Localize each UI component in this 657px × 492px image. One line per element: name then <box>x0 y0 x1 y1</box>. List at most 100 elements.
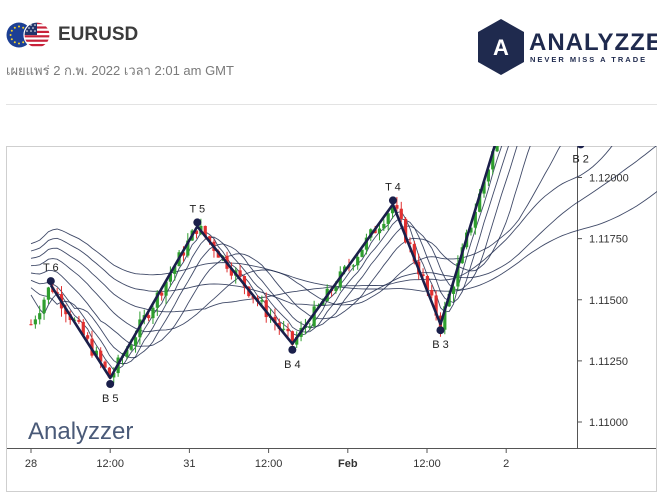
symbol-title: EURUSD <box>58 24 139 45</box>
candle-body <box>377 228 382 234</box>
wave-point-label: B 5 <box>102 393 119 405</box>
candle-body <box>478 193 482 212</box>
candle-body <box>360 249 364 257</box>
candle-body <box>33 319 37 325</box>
wave-point-marker <box>576 146 585 149</box>
wave-point-marker <box>193 218 202 227</box>
logo-name: ANALYZZER <box>529 29 657 56</box>
candle-body <box>112 373 116 378</box>
candle-body <box>125 349 129 357</box>
eur-usd-flags-icon <box>6 21 51 49</box>
candle-body <box>425 276 429 291</box>
candle-body <box>168 273 172 282</box>
x-tick-label: 12:00 <box>255 458 283 470</box>
candle-body <box>46 287 51 300</box>
axis-labels: 1.110001.112501.115001.117501.120001.122… <box>25 173 629 470</box>
y-tick-label: 1.11250 <box>589 356 628 368</box>
candle-body <box>491 151 495 170</box>
candle-body <box>260 300 264 302</box>
wave-point-label: B 3 <box>432 339 449 351</box>
y-tick-label: 1.11750 <box>589 234 628 246</box>
price-chart[interactable]: T11.13041EN1.12779ST1.12335 T 6B 5T 5B 4… <box>6 146 657 492</box>
candle-body <box>133 337 138 346</box>
candle-body <box>207 236 212 242</box>
candle-body <box>282 328 286 330</box>
wave-point-label: T 6 <box>43 262 59 274</box>
candle-body <box>42 299 46 314</box>
candle-body <box>312 306 316 327</box>
x-tick-label: 31 <box>183 458 195 470</box>
candle-body <box>434 295 438 316</box>
wave-point-marker <box>288 345 297 354</box>
logo-letter: A <box>493 35 509 60</box>
moving-average-line <box>30 146 518 359</box>
candle-body <box>29 324 33 326</box>
candle-body <box>334 287 338 292</box>
candle-body <box>238 270 242 277</box>
candle-body <box>486 169 490 182</box>
candle-body <box>194 230 199 234</box>
candle-body <box>430 290 434 296</box>
candle-body <box>451 286 456 294</box>
wave-point-marker <box>46 277 55 286</box>
candle-body <box>264 300 268 318</box>
candle-body <box>308 326 312 328</box>
candle-body <box>421 274 425 277</box>
candle-body <box>203 225 207 237</box>
wave-point-label: T 5 <box>189 203 205 215</box>
candle-body <box>351 265 355 267</box>
x-tick-label: Feb <box>338 458 358 470</box>
candle-body <box>147 315 151 319</box>
candle-body <box>86 335 90 339</box>
wave-point-marker <box>106 379 115 388</box>
moving-average-line <box>30 146 657 306</box>
candle-body <box>229 268 233 276</box>
candle-body <box>295 336 299 345</box>
moving-average-line <box>30 146 561 333</box>
candle-body <box>103 361 107 368</box>
x-tick-label: 28 <box>25 458 37 470</box>
x-tick-label: 12:00 <box>413 458 441 470</box>
candle-body <box>456 263 460 287</box>
candle-body <box>155 292 159 308</box>
candle-body <box>408 242 412 245</box>
candle-body <box>390 205 395 214</box>
candle-body <box>443 306 447 330</box>
candle-body <box>38 313 42 320</box>
candle-body <box>290 331 294 345</box>
wave-point-marker <box>436 326 445 335</box>
candle-body <box>99 350 103 362</box>
publish-date: เผยแพร่ 2 ก.พ. 2022 เวลา 2:01 am GMT <box>6 63 234 78</box>
candle-body <box>404 218 408 243</box>
candle-body <box>399 208 403 219</box>
candle-body <box>64 308 68 315</box>
candle-body <box>81 321 85 336</box>
y-tick-label: 1.11000 <box>589 417 628 429</box>
candle-body <box>395 205 399 209</box>
wave-pattern: T 6B 5T 5B 4T 4B 3T 3B 2T 2B 1T 1 <box>43 146 589 405</box>
candle-body <box>482 181 486 194</box>
candle-body <box>473 211 477 228</box>
analyzzer-logo[interactable]: A ANALYZZER NEVER MISS A TRADE <box>476 18 657 78</box>
y-tick-label: 1.12000 <box>589 173 629 185</box>
candle-body <box>107 367 112 378</box>
candle-body <box>242 276 247 287</box>
candle-body <box>343 266 347 272</box>
candle-body <box>181 252 186 256</box>
candle-body <box>386 213 390 224</box>
candle-body <box>286 328 290 332</box>
candle-body <box>186 240 190 256</box>
candle-body <box>356 256 360 266</box>
candle-body <box>151 307 155 319</box>
candle-body <box>160 292 164 296</box>
candle-body <box>469 227 473 233</box>
y-tick-label: 1.11500 <box>589 295 628 307</box>
logo-hexagon-icon: A <box>478 19 524 75</box>
moving-average-line <box>30 146 531 347</box>
x-tick-label: 2 <box>503 458 509 470</box>
wave-point-label: B 4 <box>284 359 301 371</box>
logo-tagline: NEVER MISS A TRADE <box>530 55 648 64</box>
candle-body <box>495 146 499 152</box>
candle-body <box>94 350 98 356</box>
wave-point-label: T 4 <box>385 181 401 193</box>
